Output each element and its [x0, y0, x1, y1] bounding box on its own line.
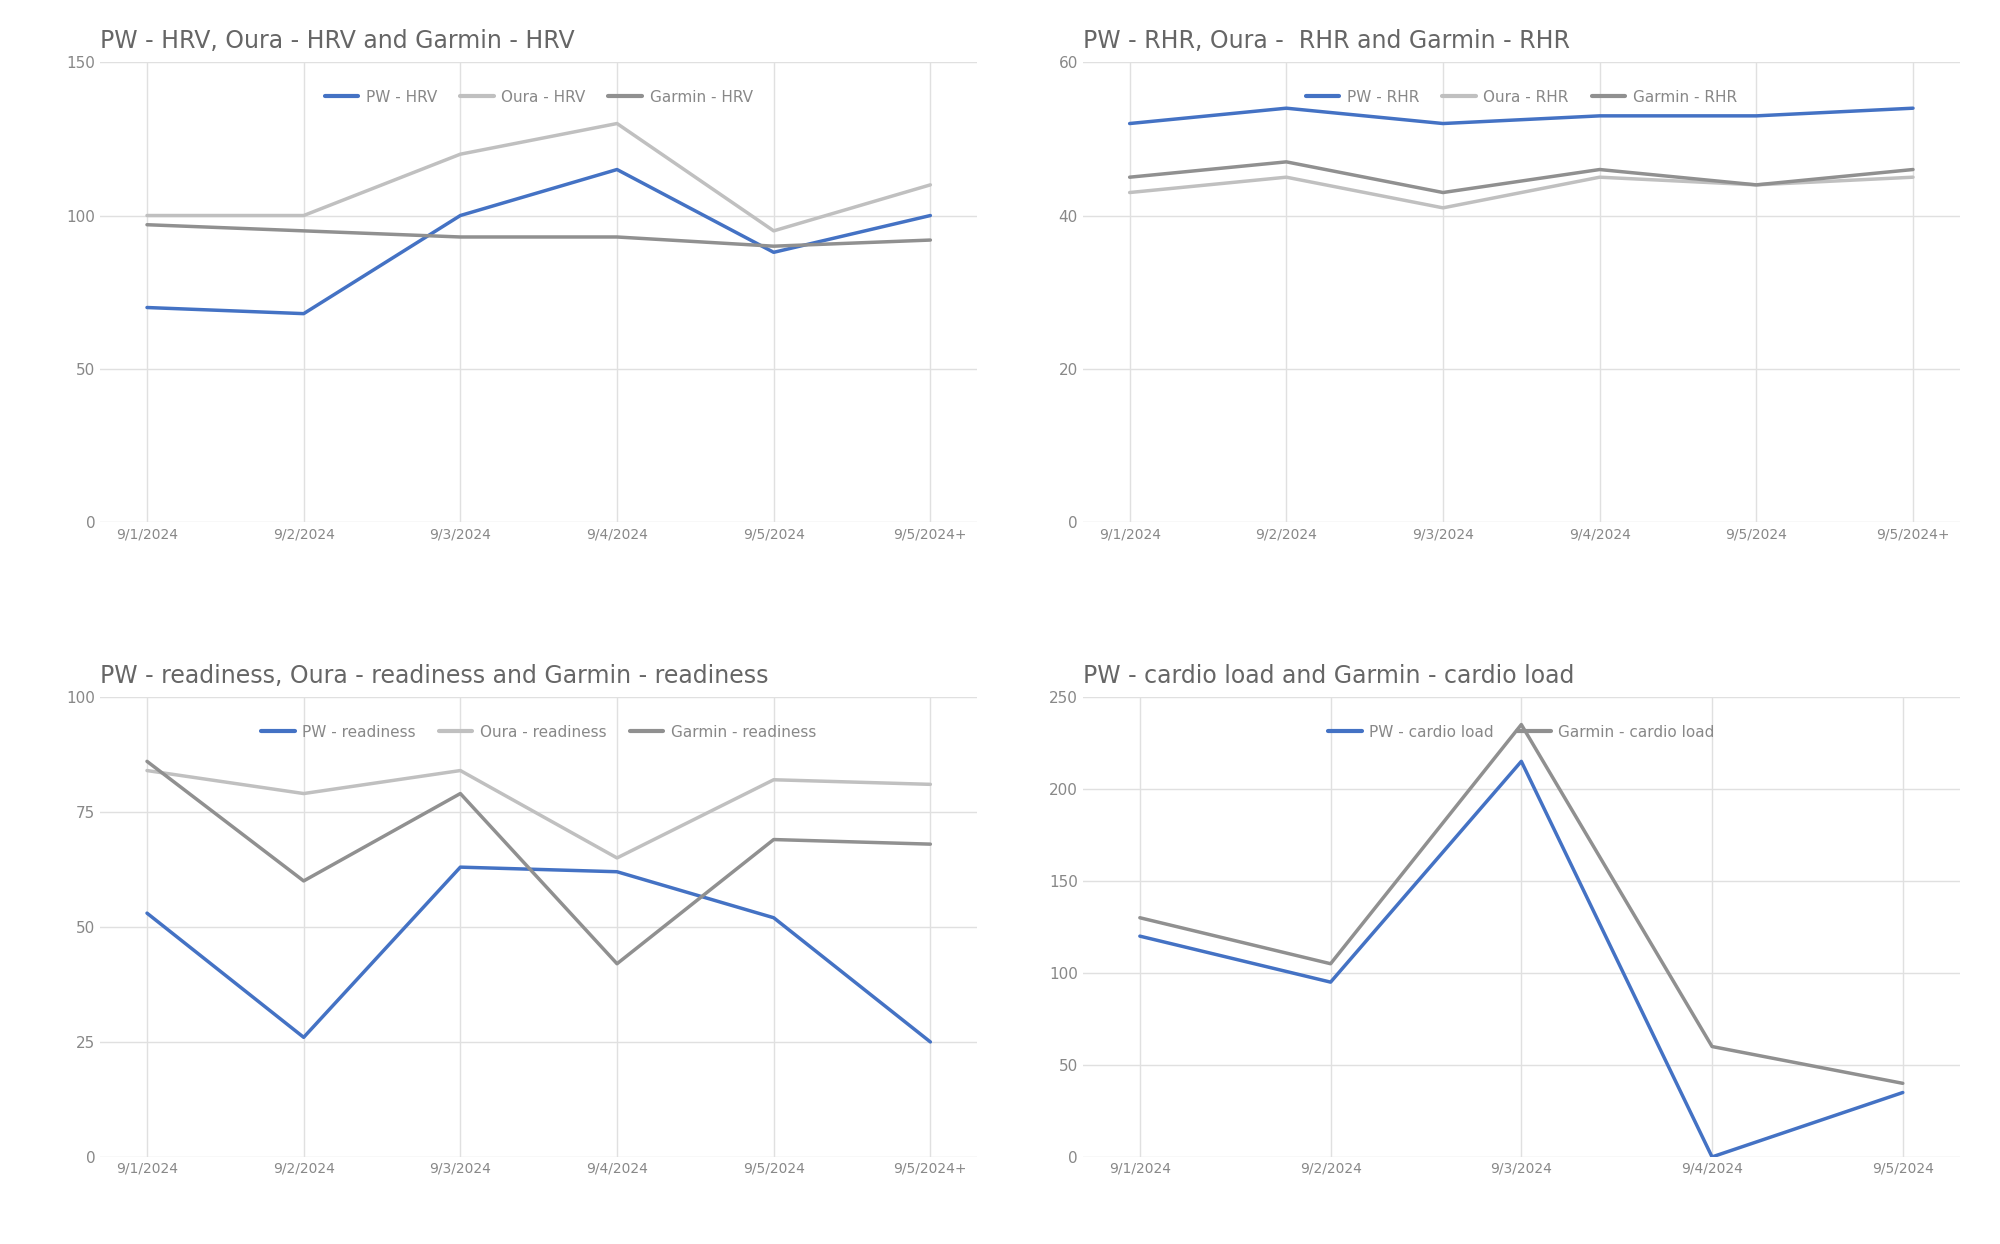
Legend: PW - RHR, Oura - RHR, Garmin - RHR: PW - RHR, Oura - RHR, Garmin - RHR: [1300, 83, 1744, 111]
Garmin - readiness: [606, 957, 630, 972]
PW - cardio load: [1700, 1149, 1724, 1164]
Oura - readiness: [606, 851, 630, 866]
PW - RHR: [1274, 101, 1298, 116]
Garmin - RHR: [1274, 154, 1298, 169]
Legend: PW - HRV, Oura - HRV, Garmin - HRV: PW - HRV, Oura - HRV, Garmin - HRV: [318, 83, 758, 111]
Garmin - cardio load: [1318, 957, 1342, 972]
PW - readiness: [448, 860, 472, 875]
Text: PW - RHR, Oura -  RHR and Garmin - RHR: PW - RHR, Oura - RHR and Garmin - RHR: [1082, 30, 1570, 53]
Garmin - cardio load: [1128, 911, 1152, 926]
Line: Garmin - cardio load: Garmin - cardio load: [1140, 724, 1902, 1084]
Oura - HRV: [136, 208, 160, 223]
Line: PW - RHR: PW - RHR: [1130, 108, 1912, 123]
Line: Oura - RHR: Oura - RHR: [1130, 177, 1912, 208]
Line: Oura - readiness: Oura - readiness: [148, 770, 930, 858]
PW - HRV: [292, 306, 316, 321]
Garmin - HRV: [918, 233, 942, 248]
Oura - RHR: [1588, 169, 1612, 184]
PW - HRV: [918, 208, 942, 223]
Garmin - HRV: [762, 239, 786, 254]
Legend: PW - cardio load, Garmin - cardio load: PW - cardio load, Garmin - cardio load: [1322, 718, 1720, 745]
Garmin - readiness: [292, 873, 316, 888]
PW - readiness: [136, 906, 160, 921]
Garmin - HRV: [136, 218, 160, 233]
PW - readiness: [292, 1030, 316, 1045]
PW - RHR: [1900, 101, 1924, 116]
Oura - HRV: [918, 178, 942, 193]
Garmin - HRV: [606, 230, 630, 245]
PW - cardio load: [1510, 754, 1534, 769]
PW - HRV: [136, 300, 160, 315]
Line: PW - HRV: PW - HRV: [148, 169, 930, 313]
PW - cardio load: [1890, 1085, 1914, 1100]
Oura - readiness: [292, 786, 316, 801]
Text: PW - HRV, Oura - HRV and Garmin - HRV: PW - HRV, Oura - HRV and Garmin - HRV: [100, 30, 574, 53]
Oura - RHR: [1900, 169, 1924, 184]
Line: Garmin - RHR: Garmin - RHR: [1130, 162, 1912, 193]
PW - readiness: [762, 911, 786, 926]
Garmin - cardio load: [1510, 717, 1534, 731]
Garmin - cardio load: [1890, 1076, 1914, 1091]
Line: Garmin - HRV: Garmin - HRV: [148, 225, 930, 246]
Text: PW - cardio load and Garmin - cardio load: PW - cardio load and Garmin - cardio loa…: [1082, 664, 1574, 688]
Oura - RHR: [1744, 178, 1768, 193]
Garmin - HRV: [448, 230, 472, 245]
Oura - RHR: [1118, 185, 1142, 200]
PW - cardio load: [1318, 974, 1342, 989]
Oura - HRV: [292, 208, 316, 223]
PW - RHR: [1430, 116, 1454, 131]
Oura - readiness: [448, 763, 472, 778]
PW - RHR: [1588, 108, 1612, 123]
Garmin - HRV: [292, 224, 316, 239]
Garmin - readiness: [762, 832, 786, 847]
PW - readiness: [606, 865, 630, 880]
Oura - readiness: [136, 763, 160, 778]
Oura - readiness: [918, 778, 942, 792]
PW - RHR: [1744, 108, 1768, 123]
PW - HRV: [448, 208, 472, 223]
Garmin - RHR: [1118, 169, 1142, 184]
Garmin - readiness: [136, 754, 160, 769]
Oura - HRV: [762, 224, 786, 239]
Line: PW - readiness: PW - readiness: [148, 867, 930, 1042]
Garmin - readiness: [448, 786, 472, 801]
Oura - RHR: [1274, 169, 1298, 184]
Line: Oura - HRV: Oura - HRV: [148, 123, 930, 231]
Garmin - cardio load: [1700, 1039, 1724, 1054]
Garmin - readiness: [918, 837, 942, 852]
Oura - HRV: [606, 116, 630, 131]
PW - cardio load: [1128, 929, 1152, 944]
Garmin - RHR: [1900, 162, 1924, 177]
Oura - readiness: [762, 773, 786, 787]
Garmin - RHR: [1744, 178, 1768, 193]
PW - readiness: [918, 1035, 942, 1050]
Oura - RHR: [1430, 200, 1454, 215]
Text: PW - readiness, Oura - readiness and Garmin - readiness: PW - readiness, Oura - readiness and Gar…: [100, 664, 768, 688]
Line: Garmin - readiness: Garmin - readiness: [148, 761, 930, 964]
Line: PW - cardio load: PW - cardio load: [1140, 761, 1902, 1157]
Garmin - RHR: [1430, 185, 1454, 200]
PW - HRV: [762, 245, 786, 260]
PW - RHR: [1118, 116, 1142, 131]
Garmin - RHR: [1588, 162, 1612, 177]
PW - HRV: [606, 162, 630, 177]
Legend: PW - readiness, Oura - readiness, Garmin - readiness: PW - readiness, Oura - readiness, Garmin…: [254, 718, 822, 745]
Oura - HRV: [448, 147, 472, 162]
